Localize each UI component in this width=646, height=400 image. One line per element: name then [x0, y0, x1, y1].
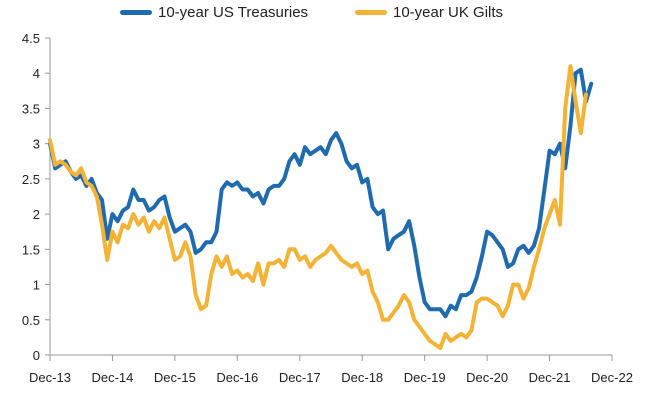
x-tick-label: Dec-13 [29, 370, 71, 385]
legend-swatch-uk-gilts [355, 10, 387, 15]
legend-label-uk-gilts: 10-year UK Gilts [393, 4, 504, 21]
x-tick-label: Dec-21 [529, 370, 571, 385]
x-tick-label: Dec-16 [216, 370, 258, 385]
y-tick-label: 0.5 [22, 313, 40, 328]
series-line-uk-gilts [48, 64, 588, 350]
y-tick-label: 1.5 [22, 242, 40, 257]
y-tick-label: 4.5 [22, 31, 40, 46]
y-tick-label: 1 [33, 278, 40, 293]
legend-label-us-treasuries: 10-year US Treasuries [158, 4, 309, 21]
x-tick-label: Dec-17 [279, 370, 321, 385]
x-tick-label: Dec-18 [341, 370, 383, 385]
x-tick-label: Dec-19 [404, 370, 446, 385]
x-tick-label: Dec-22 [591, 370, 633, 385]
legend-swatch-us-treasuries [120, 10, 152, 15]
y-tick-label: 4 [33, 66, 40, 81]
y-tick-label: 3.5 [22, 101, 40, 116]
y-tick-label: 2 [33, 207, 40, 222]
y-tick-label: 0 [33, 348, 40, 363]
chart-legend: 10-year US Treasuries 10-year UK Gilts [0, 4, 646, 26]
x-tick-label: Dec-14 [91, 370, 133, 385]
x-tick-label: Dec-20 [466, 370, 508, 385]
y-tick-label: 3 [33, 137, 40, 152]
series-line-us-treasuries [48, 67, 594, 319]
legend-item-uk-gilts: 10-year UK Gilts [355, 4, 503, 21]
x-tick-label: Dec-15 [154, 370, 196, 385]
y-tick-label: 2.5 [22, 172, 40, 187]
legend-item-us-treasuries: 10-year US Treasuries [120, 4, 308, 21]
